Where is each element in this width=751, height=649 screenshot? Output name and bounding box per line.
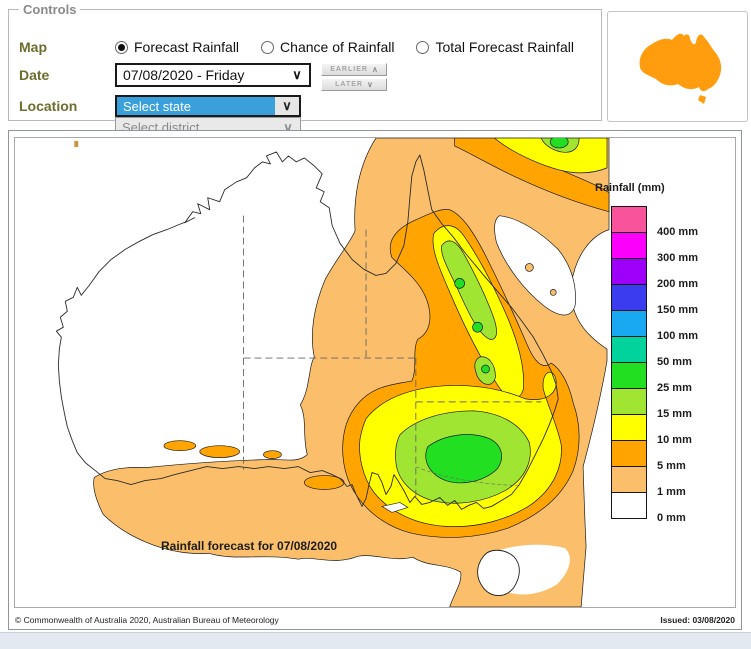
map-label: Map (19, 39, 47, 55)
page-background-strip (0, 632, 751, 649)
chevron-down-icon[interactable]: ∨ (275, 97, 299, 115)
location-row: Location Select state ∨ (19, 95, 301, 117)
location-label: Location (19, 98, 78, 114)
map-type-radio-group: Forecast Rainfall Chance of Rainfall Tot… (115, 39, 588, 55)
legend-label: 100 mm (657, 330, 698, 342)
legend-swatch (611, 362, 647, 389)
legend-label: 25 mm (657, 382, 692, 394)
legend-label: 0 mm (657, 512, 686, 524)
legend-swatch (611, 440, 647, 467)
date-select[interactable]: 07/08/2020 - Friday ∨ (115, 63, 311, 87)
date-row: Date 07/08/2020 - Friday ∨ (19, 63, 311, 87)
rainfall-map[interactable]: Rainfall (mm) 400 mm 300 mm 200 mm 150 mm 10… (14, 137, 736, 608)
legend-label: 1 mm (657, 486, 686, 498)
date-label: Date (19, 67, 50, 83)
controls-legend: Controls (23, 2, 77, 17)
map-legend: Rainfall (mm) 400 mm 300 mm 200 mm 150 mm 10… (595, 182, 733, 536)
state-select-value: Select state (117, 97, 275, 115)
legend-swatch (611, 310, 647, 337)
legend-swatch (611, 492, 647, 519)
legend-label: 150 mm (657, 304, 698, 316)
copyright-text: © Commonwealth of Australia 2020, Austra… (15, 614, 279, 625)
legend-swatch (611, 206, 647, 233)
legend-title: Rainfall (mm) (595, 182, 665, 194)
legend-scale: 400 mm 300 mm 200 mm 150 mm 100 mm 50 mm 25 mm… (595, 206, 733, 536)
radio-total-forecast-rainfall-label: Total Forecast Rainfall (435, 39, 574, 55)
date-stepper: EARLIER ∧ LATER ∨ (321, 63, 387, 91)
map-panel: Rainfall (mm) 400 mm 300 mm 200 mm 150 mm 10… (8, 130, 742, 630)
caret-up-icon: ∧ (371, 65, 378, 74)
legend-swatch (611, 258, 647, 285)
later-button-label: LATER (335, 81, 363, 88)
chevron-down-icon[interactable]: ∨ (283, 119, 293, 135)
radio-selected-icon[interactable] (115, 40, 128, 54)
legend-label: 300 mm (657, 252, 698, 264)
map-footer: © Commonwealth of Australia 2020, Austra… (9, 610, 741, 629)
legend-label: 5 mm (657, 460, 686, 472)
map-row: Map Forecast Rainfall Chance of Rainfall… (19, 39, 588, 55)
controls-fieldset: Controls Map Forecast Rainfall Chance of… (8, 2, 602, 138)
earlier-button[interactable]: EARLIER ∧ (321, 63, 387, 76)
rainfall-map-graphic (55, 138, 610, 607)
radio-unselected-icon[interactable] (416, 40, 430, 54)
radio-total-forecast-rainfall[interactable]: Total Forecast Rainfall (416, 39, 574, 55)
legend-swatch (611, 466, 647, 493)
legend-swatch (611, 388, 647, 415)
australia-icon (639, 33, 721, 104)
chevron-down-icon[interactable]: ∨ (292, 67, 302, 82)
map-annotation: Rainfall forecast for 07/08/2020 (161, 539, 338, 553)
radio-chance-of-rainfall[interactable]: Chance of Rainfall (261, 39, 394, 55)
caret-down-icon: ∨ (366, 80, 373, 89)
legend-label: 50 mm (657, 356, 692, 368)
earlier-button-label: EARLIER (330, 66, 368, 73)
legend-label: 10 mm (657, 434, 692, 446)
legend-swatch (611, 414, 647, 441)
legend-label: 15 mm (657, 408, 692, 420)
date-select-value: 07/08/2020 - Friday (123, 67, 245, 83)
legend-swatch (611, 232, 647, 259)
radio-forecast-rainfall-label: Forecast Rainfall (134, 39, 240, 55)
legend-swatch (611, 284, 647, 311)
later-button[interactable]: LATER ∨ (321, 78, 387, 91)
legend-swatch (611, 336, 647, 363)
legend-label: 200 mm (657, 278, 698, 290)
state-select[interactable]: Select state ∨ (115, 95, 301, 117)
issued-text: Issued: 03/08/2020 (660, 614, 735, 625)
radio-chance-of-rainfall-label: Chance of Rainfall (280, 39, 395, 55)
australia-icon-box (607, 11, 748, 122)
legend-label: 400 mm (657, 226, 698, 238)
radio-forecast-rainfall[interactable]: Forecast Rainfall (115, 39, 239, 55)
radio-unselected-icon[interactable] (261, 40, 275, 54)
